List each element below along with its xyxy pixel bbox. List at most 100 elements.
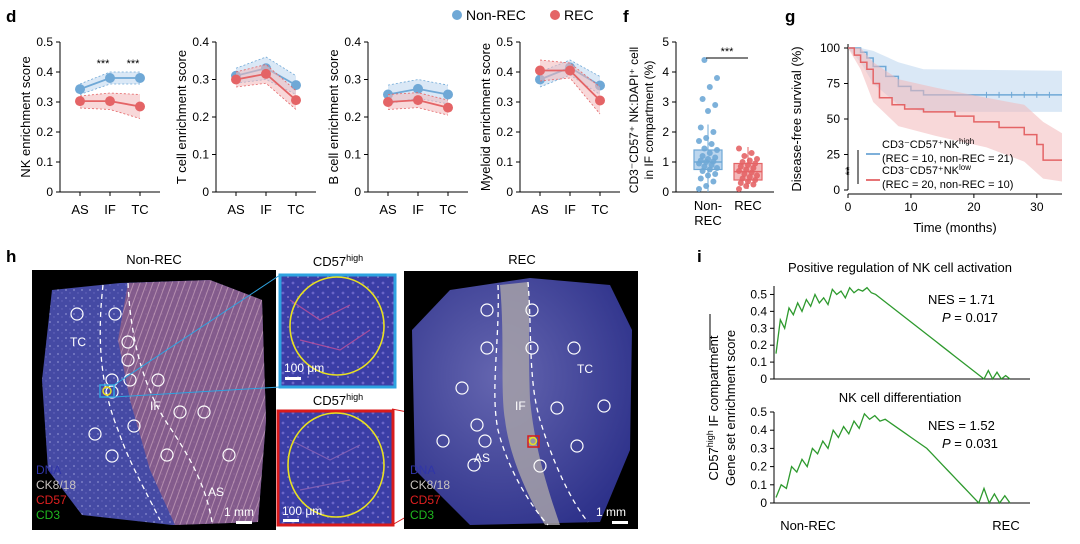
y-tick-label: 0.3 [344,73,361,87]
panel-i-charts: Positive regulation of NK cell activatio… [750,260,1030,510]
data-point [712,154,719,161]
x-tick-label: REC [694,213,721,228]
data-point [739,175,746,182]
x-tick-label: REC [734,198,761,213]
x-tick-label: TC [287,202,304,217]
x-tick-label: IF [260,202,272,217]
left-channel-cd3: CD3 [36,508,60,522]
y-tick-label: 0.5 [496,35,513,49]
significance-label: *** [97,58,111,70]
x-tick-label: TC [131,202,148,217]
y-tick-label: 0 [506,185,513,199]
data-point [745,178,751,185]
nes-label: NES = 1.71 [928,292,995,307]
y-tick-label: 0.1 [750,478,767,492]
data-point [736,186,742,192]
zoom-top-image: 100 μm [278,273,397,389]
data-point [741,171,748,177]
data-point [701,163,708,170]
y-tick-label: 0.5 [750,405,767,419]
x-tick-label: IF [564,202,576,217]
data-point [737,163,744,170]
y-tick-label: 1 [662,155,669,169]
ci-upper-1 [235,64,297,92]
zoom-top-title: CD57high [313,253,363,269]
y-tick-label: 0.3 [750,321,767,335]
right-channel-cd57: CD57 [410,493,441,507]
right-tissue-image: TC IF AS DNA CK8/18 CD57 CD3 1 mm [404,271,638,529]
y-tick-label: 2 [662,125,669,139]
y-tick-label: 0 [202,185,209,199]
legend-dot-non-rec [452,10,462,20]
y-tick-label: 100 [820,41,840,55]
panel-label-g: g [785,7,795,26]
legend-label-non-rec: Non-REC [466,7,526,23]
data-point [231,74,241,85]
y-tick-label: 0 [354,185,361,199]
data-point [741,153,748,159]
data-point [743,166,750,173]
gsea-chart-i: Positive regulation of NK cell activatio… [750,260,1030,386]
x-tick-label: 10 [904,200,918,214]
x-tick-label: IF [104,202,116,217]
left-channel-cd57: CD57 [36,493,67,507]
gsea-ylabel-c: Gene set enrichment score [723,330,738,486]
x-tick-label: 0 [845,200,852,214]
enrichment-curve [775,286,1011,381]
data-point [75,96,85,107]
data-point [135,73,145,83]
panel-g-chart: 0 25 50 75 100 0 10 20 30 Time (months) Disease-fr… [789,41,1062,235]
panel-label-d: d [6,7,16,26]
data-point [703,183,710,189]
data-point [710,178,717,185]
data-point [701,145,708,152]
data-point [105,96,115,107]
data-point [703,135,710,141]
left-scale-label: 1 mm [224,505,254,519]
data-point [565,65,575,76]
x-tick-label: AS [379,202,397,217]
x-tick-label: AS [531,202,549,217]
x-tick-label: IF [412,202,424,217]
panel-label-f: f [623,7,629,26]
data-point [752,177,759,183]
legend-label-1: CD3⁻CD57⁺NKlow [882,163,971,177]
data-point [714,147,720,153]
right-scale-label: 1 mm [596,505,626,519]
ci-band-1 [540,60,600,114]
gsea-chart-i2: NK cell differentiation 0 0.1 0.2 0.3 0.4 0.5 N… [750,390,1030,510]
data-point [701,57,708,63]
legend-label-rec: REC [564,7,594,23]
left-image-title: Non-REC [126,252,182,267]
data-point [705,156,711,162]
data-point [699,168,706,174]
legend-dot-rec [550,10,560,20]
x-tick-label: 30 [1030,200,1044,214]
data-point [743,183,750,189]
significance-label: *** [127,58,141,70]
data-point [706,84,713,90]
y-tick-label: 0.3 [36,95,53,109]
data-point [745,162,751,168]
data-point [696,186,702,192]
gsea-x-right: REC [992,518,1019,533]
y-tick-label: 0.2 [192,110,209,124]
panel-f-chart: 0 1 2 3 4 5 CD3⁻CD57⁺ NK:DAPI⁺ cell in IF compa… [627,35,774,228]
line-chart-d2: 0 0.1 0.2 0.3 0.4 AS IF TC T cell enrichment sco… [174,35,316,217]
y-tick-label: 0 [833,183,840,197]
data-point [750,165,757,171]
y-tick-label: 0.2 [344,110,361,124]
y-tick-label: 0.3 [750,441,767,455]
y-tick-label: 75 [827,77,841,91]
left-channel-ck: CK8/18 [36,478,76,492]
data-point [699,153,706,159]
left-channel-dna: DNA [36,463,61,477]
data-point [739,159,746,165]
data-point [748,150,755,156]
data-point [754,172,760,179]
y-tick-label: 0.1 [344,148,361,162]
y-axis-label-line2: in IF compartment (%) [642,61,656,180]
left-scale-bar [236,521,252,524]
data-point [413,83,423,94]
